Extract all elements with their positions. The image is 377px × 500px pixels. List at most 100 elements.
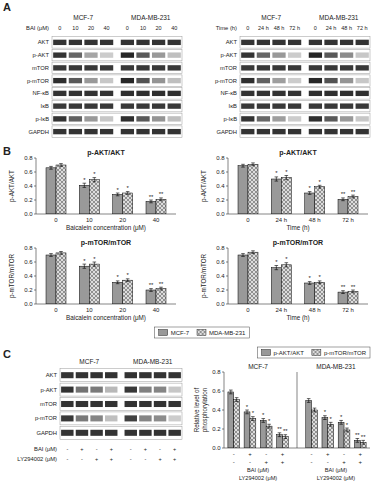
blot-band — [61, 401, 73, 407]
bar — [281, 178, 291, 214]
blot-band — [121, 91, 134, 96]
bar — [113, 194, 123, 214]
blot-band — [61, 430, 73, 436]
error-bar — [159, 287, 163, 290]
blot-band — [84, 91, 97, 96]
blot-band — [324, 65, 337, 70]
blot-band — [152, 129, 165, 134]
blot-band — [139, 430, 151, 436]
y-tick — [34, 158, 36, 159]
lane-label: + — [95, 456, 98, 462]
lane-label: 40 — [171, 25, 177, 31]
blot-band — [257, 65, 270, 70]
blot-band — [241, 40, 254, 45]
bar — [89, 180, 99, 214]
legend-swatch — [197, 330, 206, 336]
blot-band — [152, 65, 165, 70]
x-tick-label: 48 h — [309, 217, 321, 223]
blot-strip — [52, 62, 182, 73]
significance: * — [93, 256, 96, 262]
blot-band — [121, 52, 134, 57]
group-title: MCF-7 — [79, 358, 99, 365]
blot-strip — [60, 369, 182, 382]
protein-label: AKT — [226, 39, 238, 45]
significance: * — [116, 187, 119, 193]
protein-label: AKT — [38, 39, 50, 45]
bar-chart: ****************0.00.20.40.60.8-+-+-+-+-… — [193, 347, 370, 481]
protein-label: mTOR — [32, 65, 49, 71]
y-tick-label: 0.6 — [212, 388, 221, 394]
blot-band — [288, 52, 301, 57]
blot-band — [272, 52, 285, 57]
blot-band — [121, 103, 134, 108]
blot-band — [309, 129, 322, 134]
error-bar — [93, 262, 97, 266]
legend-frame — [258, 347, 370, 358]
lane-label: + — [80, 446, 83, 452]
blot-band — [136, 129, 149, 134]
y-axis-label-line: phosphorylation — [201, 387, 209, 432]
blot-band — [105, 387, 117, 393]
error-bar — [341, 198, 345, 201]
error-bar — [59, 164, 63, 167]
lane-label: + — [173, 446, 176, 452]
error-bar — [251, 251, 255, 254]
plot-marks — [238, 251, 358, 304]
blot-band — [356, 129, 369, 134]
error-bar — [285, 176, 289, 180]
blot-band — [324, 129, 337, 134]
protein-label: NF-κB — [33, 90, 50, 96]
protein-label: p-AKT — [221, 52, 238, 58]
lane-label: - — [144, 456, 146, 462]
y-tick — [34, 276, 36, 277]
blot-band — [241, 78, 254, 83]
x-tick-label: + — [359, 451, 363, 457]
blot-band — [100, 65, 113, 70]
error-bar — [308, 192, 312, 195]
x-tick-label-2: + — [281, 459, 285, 465]
blot-band — [84, 65, 97, 70]
y-tick — [226, 304, 228, 305]
y-tick-label: 0.8 — [212, 369, 221, 375]
lane-label: 40 — [104, 25, 110, 31]
blot-band — [90, 401, 102, 407]
lane-label: - — [81, 456, 83, 462]
blot-band — [288, 40, 301, 45]
significance: * — [330, 416, 333, 422]
blot-band — [152, 78, 165, 83]
bar — [79, 185, 89, 214]
significance: ** — [283, 428, 288, 434]
x-tick-label-2: - — [311, 459, 313, 465]
y-tick-label: 0.0 — [24, 301, 33, 307]
blot-band — [257, 103, 270, 108]
error-bar — [235, 398, 239, 402]
lane-label: 20 — [88, 25, 94, 31]
error-bar — [318, 185, 322, 188]
lane-label: + — [173, 456, 176, 462]
chart-title: p-AKT/AKT — [87, 149, 125, 157]
x-tick-label-2: + — [359, 459, 363, 465]
error-bar — [93, 178, 97, 182]
protein-label: mTOR — [220, 65, 237, 71]
significance: ** — [277, 426, 282, 432]
blot-strip — [240, 113, 370, 124]
blot-band — [152, 103, 165, 108]
y-tick — [226, 290, 228, 291]
blot-band — [340, 78, 353, 83]
significance: ** — [361, 434, 366, 440]
blot-strip — [52, 126, 182, 137]
bar — [228, 392, 234, 448]
y-tick — [226, 158, 228, 159]
blot-strip — [60, 412, 182, 425]
lane-label: 0 — [58, 25, 61, 31]
protein-label: AKT — [46, 372, 58, 378]
blot-strip — [240, 49, 370, 60]
blot-band — [288, 78, 301, 83]
error-bar — [278, 433, 282, 437]
significance: * — [340, 414, 343, 420]
legend-label: MDA-MB-231 — [209, 330, 246, 336]
blot-band — [100, 116, 113, 121]
blot-band — [288, 103, 301, 108]
y-axis-label: p-AKT/AKT — [200, 170, 208, 202]
blot-band — [69, 103, 82, 108]
